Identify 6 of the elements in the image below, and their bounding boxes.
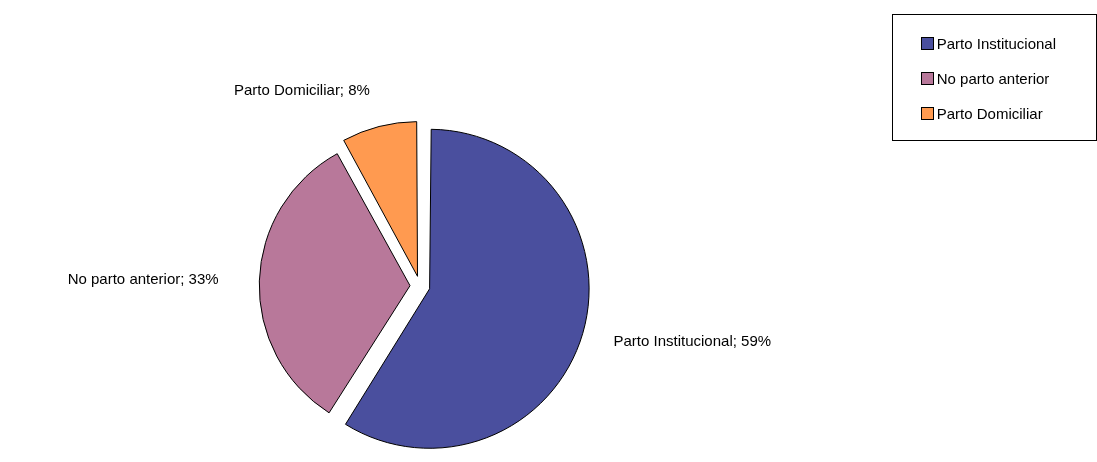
data-label: Parto Domiciliar; 8%	[234, 80, 370, 98]
legend-label: Parto Domiciliar	[936, 105, 1043, 122]
legend-label: No parto anterior	[936, 70, 1050, 87]
data-label: Parto Institucional; 59%	[613, 332, 772, 350]
legend-label: Parto Institucional	[936, 35, 1056, 52]
data-label: No parto anterior; 33%	[67, 269, 219, 287]
